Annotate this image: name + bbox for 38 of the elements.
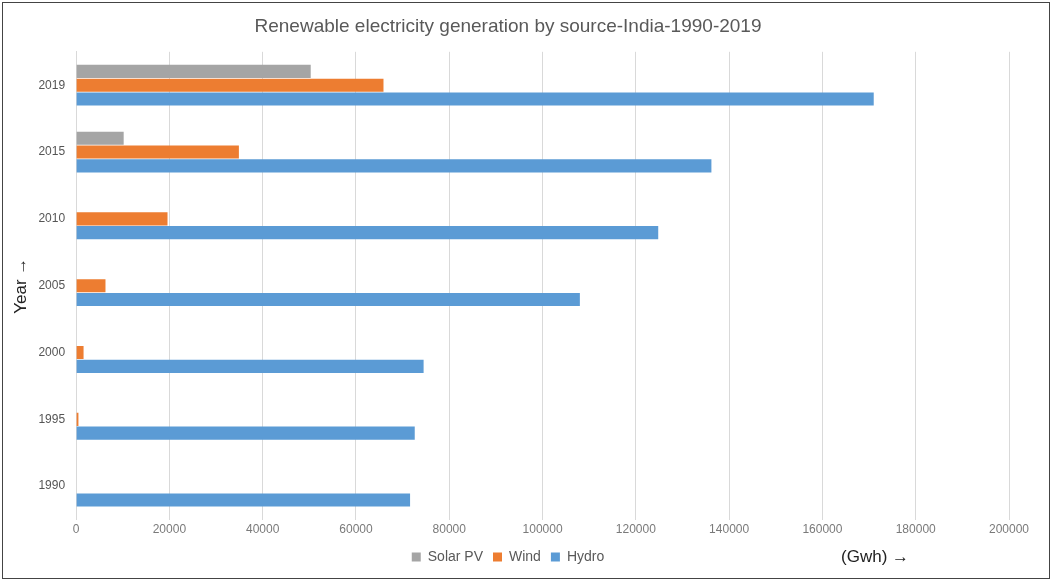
- y-tick-label: 2010: [38, 211, 66, 226]
- y-tick-label: 2019: [38, 77, 66, 92]
- bar: [76, 131, 124, 145]
- x-tick-label: 160000: [802, 522, 843, 537]
- bar: [76, 279, 106, 293]
- legend-label: Wind: [509, 547, 541, 564]
- bar: [76, 359, 424, 373]
- x-tick-label: 60000: [339, 522, 373, 537]
- y-tick-label: 2015: [38, 144, 66, 159]
- chart-title: Renewable electricity generation by source-India-1990-2019: [254, 14, 762, 36]
- x-tick-label: 40000: [245, 522, 280, 537]
- x-tick-label: 120000: [615, 522, 657, 537]
- x-tick-label: 0: [72, 522, 80, 537]
- bar: [76, 159, 712, 173]
- y-tick-label: 2005: [38, 278, 66, 293]
- x-tick-label: 100000: [522, 522, 563, 537]
- y-tick-label: 1990: [38, 478, 66, 493]
- bar: [76, 145, 239, 159]
- bar: [76, 92, 874, 106]
- x-tick-label: 140000: [709, 522, 750, 537]
- bar: [76, 226, 659, 240]
- bar: [76, 212, 168, 226]
- x-tick-label: 180000: [895, 522, 937, 537]
- y-tick-label: 2000: [38, 344, 66, 359]
- bar: [76, 345, 84, 360]
- y-tick-label: 1995: [38, 411, 66, 426]
- x-axis-title: (Gwh) →: [841, 546, 910, 566]
- bar: [76, 78, 384, 92]
- y-axis-title: Year →: [10, 257, 30, 314]
- x-tick-label: 20000: [152, 522, 187, 537]
- bar: [76, 292, 580, 307]
- x-tick-label: 200000: [988, 522, 1030, 537]
- legend-label: Hydro: [566, 547, 605, 564]
- bar: [76, 64, 311, 78]
- bar: [76, 493, 411, 507]
- bar: [76, 426, 415, 440]
- x-tick-label: 80000: [432, 522, 467, 537]
- legend-label: Solar PV: [427, 547, 484, 564]
